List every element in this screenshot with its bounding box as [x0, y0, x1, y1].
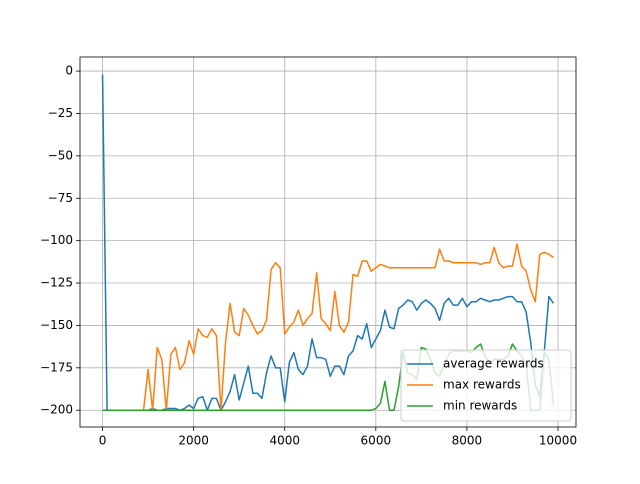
y-tick-label: 0: [65, 64, 73, 78]
legend-label: max rewards: [443, 378, 521, 392]
y-tick-label: −75: [48, 191, 73, 205]
x-tick-label: 4000: [269, 434, 300, 448]
y-tick-label: −25: [48, 106, 73, 120]
y-tick-label: −50: [48, 148, 73, 162]
legend-label: average rewards: [443, 357, 544, 371]
x-tick-label: 10000: [539, 434, 577, 448]
axes-frame: [79, 56, 577, 428]
line-series: [102, 343, 555, 411]
y-tick-label: −175: [40, 360, 73, 374]
line-series: [101, 74, 555, 411]
y-tick-label: −100: [40, 233, 73, 247]
legend-box: [400, 349, 572, 422]
x-tick-label: 8000: [452, 434, 483, 448]
y-tick-label: −200: [40, 403, 73, 417]
y-tick-label: −150: [40, 318, 73, 332]
x-tick-label: 6000: [361, 434, 392, 448]
y-tick-label: −125: [40, 276, 73, 290]
x-tick-label: 2000: [178, 434, 209, 448]
line-series: [102, 243, 554, 411]
legend: average rewards max rewards min rewards: [400, 349, 572, 422]
legend-label: min rewards: [443, 399, 517, 413]
x-tick-label: 0: [99, 434, 107, 448]
